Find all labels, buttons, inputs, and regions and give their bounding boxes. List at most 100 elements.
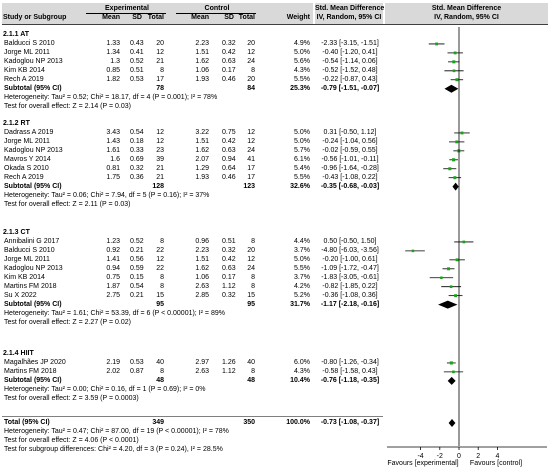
study-sdc: 0.63 bbox=[222, 146, 236, 154]
heterogeneity-text: Heterogeneity: Tau² = 1.61; Chi² = 53.39… bbox=[4, 309, 225, 317]
study-ci: -1.09 [-1.72, -0.47] bbox=[321, 264, 379, 272]
sd-experimental-header: SD bbox=[132, 14, 142, 21]
study-column-header: Study or Subgroup bbox=[3, 14, 67, 21]
subtotal-tc: 48 bbox=[247, 376, 255, 384]
study-te: 23 bbox=[156, 146, 164, 154]
study-tc: 8 bbox=[251, 282, 255, 290]
subtotal-tc: 84 bbox=[247, 84, 255, 92]
study-sdc: 0.63 bbox=[222, 57, 236, 65]
study-te: 17 bbox=[156, 75, 164, 83]
study-w: 5.5% bbox=[294, 173, 310, 181]
study-ci: -0.36 [-1.08, 0.36] bbox=[322, 291, 378, 299]
subtotal-weight: 25.3% bbox=[290, 84, 310, 92]
study-w: 3.7% bbox=[294, 273, 310, 281]
study-me: 1.34 bbox=[106, 48, 120, 56]
study-w: 5.0% bbox=[294, 128, 310, 136]
subtotal-te: 128 bbox=[152, 182, 164, 190]
study-tc: 8 bbox=[251, 66, 255, 74]
study-me: 2.75 bbox=[106, 291, 120, 299]
study-sdc: 1.12 bbox=[222, 282, 236, 290]
smd-subheader-left: IV, Random, 95% CI bbox=[316, 14, 382, 21]
subtotal-ci: -0.76 [-1.18, -0.35] bbox=[320, 376, 380, 384]
study-name: Martins FM 2018 bbox=[4, 282, 57, 290]
subtotal-te: 78 bbox=[156, 84, 164, 92]
study-mc: 2.85 bbox=[195, 291, 209, 299]
mean-control-header: Mean bbox=[191, 14, 209, 21]
study-tc: 15 bbox=[247, 291, 255, 299]
study-sde: 0.87 bbox=[130, 367, 144, 375]
study-w: 5.5% bbox=[294, 264, 310, 272]
study-me: 1.43 bbox=[106, 137, 120, 145]
total-tc: 350 bbox=[243, 419, 255, 426]
study-marker bbox=[460, 131, 464, 135]
study-sdc: 0.46 bbox=[222, 173, 236, 181]
study-sde: 0.52 bbox=[130, 237, 144, 245]
study-sde: 0.56 bbox=[130, 255, 144, 263]
study-ci: -0.43 [-1.08, 0.22] bbox=[322, 173, 378, 181]
study-sde: 0.15 bbox=[130, 273, 144, 281]
study-mc: 1.62 bbox=[195, 146, 209, 154]
study-name: Jorge ML 2011 bbox=[4, 48, 50, 56]
study-te: 20 bbox=[156, 39, 164, 47]
study-name: Dadrass A 2019 bbox=[4, 128, 54, 136]
study-marker bbox=[447, 267, 451, 271]
study-mc: 2.07 bbox=[195, 155, 209, 163]
study-mc: 3.22 bbox=[195, 128, 209, 136]
study-me: 2.19 bbox=[106, 358, 120, 366]
subtotal-tc: 123 bbox=[243, 182, 255, 190]
study-sdc: 0.94 bbox=[222, 155, 236, 163]
smd-header-right: Std. Mean Difference bbox=[431, 5, 502, 12]
subtotal-label: Subtotal (95% CI) bbox=[4, 182, 62, 190]
study-name: Rech A 2019 bbox=[4, 173, 44, 181]
study-te: 12 bbox=[156, 255, 164, 263]
study-me: 1.6 bbox=[110, 155, 120, 163]
subgroup-title: 2.1.2 RT bbox=[3, 120, 30, 127]
overall-effect-text: Test for overall effect: Z = 2.14 (P = 0… bbox=[4, 102, 131, 110]
study-w: 5.0% bbox=[294, 137, 310, 145]
study-mc: 1.51 bbox=[195, 137, 209, 145]
study-name: Balducci S 2010 bbox=[4, 39, 55, 47]
study-marker bbox=[452, 69, 456, 73]
study-sde: 0.59 bbox=[130, 264, 144, 272]
total-overall-effect-text: Test for overall effect: Z = 4.06 (P < 0… bbox=[4, 437, 139, 444]
study-marker bbox=[448, 167, 452, 171]
study-marker bbox=[435, 42, 439, 46]
subgroup-title: 2.1.4 HIIT bbox=[3, 350, 34, 357]
study-te: 8 bbox=[160, 273, 164, 281]
study-tc: 12 bbox=[247, 128, 255, 136]
subgroup-differences-text: Test for subgroup differences: Chi² = 4.… bbox=[4, 446, 223, 453]
study-me: 2.02 bbox=[106, 367, 120, 375]
study-mc: 1.29 bbox=[195, 164, 209, 172]
study-te: 21 bbox=[156, 173, 164, 181]
study-tc: 20 bbox=[247, 75, 255, 83]
study-name: Martins FM 2018 bbox=[4, 367, 57, 375]
study-ci: -1.83 [-3.05, -0.61] bbox=[321, 273, 379, 281]
header-background-mid bbox=[315, 3, 383, 24]
subtotal-te: 95 bbox=[156, 300, 164, 308]
subtotal-weight: 31.7% bbox=[290, 300, 310, 308]
study-te: 12 bbox=[156, 48, 164, 56]
study-sde: 0.18 bbox=[130, 137, 144, 145]
study-sdc: 0.42 bbox=[222, 48, 236, 56]
study-me: 3.43 bbox=[106, 128, 120, 136]
study-tc: 20 bbox=[247, 39, 255, 47]
subtotal-weight: 10.4% bbox=[290, 376, 310, 384]
study-me: 1.87 bbox=[106, 282, 120, 290]
study-w: 4.9% bbox=[294, 39, 310, 47]
study-name: Jorge ML 2011 bbox=[4, 255, 50, 263]
study-ci: -0.20 [-1.00, 0.61] bbox=[322, 255, 378, 263]
x-axis-tick-label: -4 bbox=[417, 453, 423, 460]
total-experimental-header: Total bbox=[147, 14, 164, 21]
study-mc: 1.51 bbox=[195, 255, 209, 263]
subtotal-te: 48 bbox=[156, 376, 164, 384]
subtotal-diamond bbox=[444, 84, 459, 93]
heterogeneity-text: Heterogeneity: Tau² = 0.06; Chi² = 7.94,… bbox=[4, 191, 210, 199]
study-w: 3.7% bbox=[294, 246, 310, 254]
study-sdc: 0.32 bbox=[222, 246, 236, 254]
study-mc: 1.06 bbox=[195, 273, 209, 281]
study-ci: 0.31 [-0.50, 1.12] bbox=[323, 128, 377, 136]
total-diamond bbox=[448, 419, 456, 427]
study-te: 22 bbox=[156, 264, 164, 272]
study-marker bbox=[452, 370, 455, 374]
study-w: 4.3% bbox=[294, 367, 310, 375]
